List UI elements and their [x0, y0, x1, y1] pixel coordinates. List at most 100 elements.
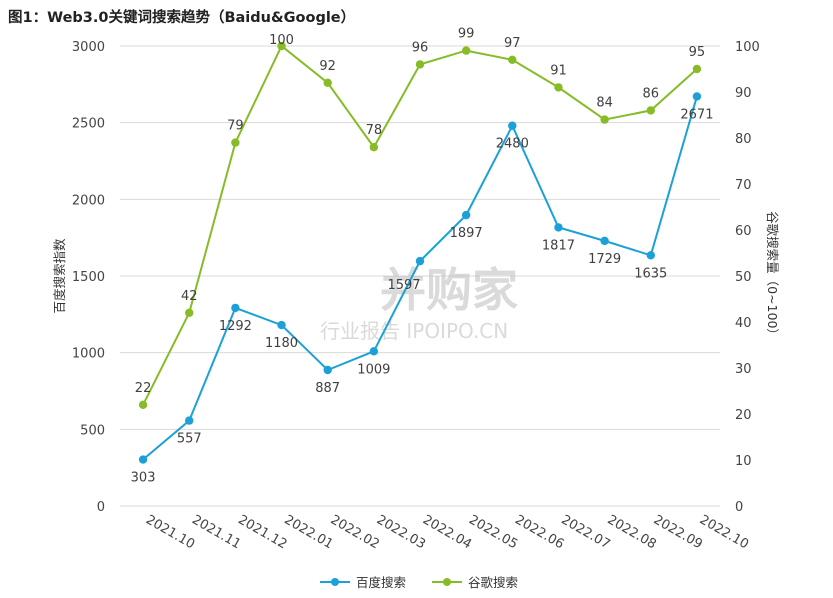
data-point [508, 121, 517, 130]
data-label: 1180 [265, 336, 298, 351]
data-label: 1635 [634, 266, 667, 281]
right-tick-label: 80 [735, 132, 752, 147]
x-tick-label: 2022.06 [512, 512, 566, 552]
data-label: 42 [181, 289, 198, 304]
data-label: 1817 [542, 238, 575, 253]
left-tick-label: 1500 [72, 270, 105, 285]
data-point [461, 210, 471, 220]
data-label: 96 [412, 40, 429, 55]
legend-swatch-marker [443, 578, 451, 586]
data-point [323, 365, 332, 375]
data-label: 100 [269, 33, 294, 48]
right-tick-label: 30 [735, 362, 752, 377]
data-label: 303 [131, 471, 156, 486]
x-tick-label: 2021.10 [143, 512, 197, 552]
data-label: 1729 [588, 252, 621, 267]
right-tick-label: 0 [735, 500, 743, 515]
data-label: 91 [550, 63, 567, 78]
x-tick-label: 2022.09 [651, 512, 705, 552]
watermark-brand: 并购家 [380, 263, 518, 317]
data-label: 22 [135, 381, 152, 396]
x-tick-label: 2022.10 [697, 512, 751, 552]
data-point [231, 138, 240, 147]
series-layer: 303 557 1292 1180 887 1009 1597 1897 2480 1817 172… [131, 27, 714, 486]
right-tick-label: 10 [735, 454, 752, 469]
data-point [138, 455, 148, 464]
x-tick-label: 2021.12 [235, 512, 289, 552]
data-label: 78 [366, 123, 383, 138]
left-tick-label: 500 [80, 423, 105, 438]
data-point [185, 416, 194, 425]
data-point [369, 143, 379, 152]
data-point [415, 256, 425, 266]
left-axis-ticks: 0 500 1000 1500 2000 2500 3000 [72, 40, 105, 515]
data-point [138, 400, 148, 409]
right-axis-title: 谷歌搜索量（0~100） [765, 211, 780, 341]
data-point [231, 303, 240, 313]
data-label: 1009 [357, 362, 390, 377]
right-tick-label: 100 [735, 40, 760, 55]
data-label: 887 [315, 381, 340, 396]
series-google: 22 42 79 100 92 78 96 99 97 91 84 86 95 [135, 27, 705, 409]
x-axis-ticks: 2021.102021.112021.122022.012022.022022.… [143, 512, 751, 552]
data-point [277, 41, 286, 51]
x-tick-label: 2022.03 [374, 512, 428, 552]
data-point [646, 251, 655, 260]
data-point [415, 60, 425, 69]
data-point [508, 55, 517, 64]
data-label: 95 [689, 45, 706, 60]
data-point [646, 106, 655, 115]
right-tick-label: 20 [735, 408, 752, 423]
data-point [461, 46, 471, 55]
right-tick-label: 60 [735, 224, 752, 239]
data-label: 1597 [387, 278, 420, 293]
left-tick-label: 0 [97, 500, 105, 515]
data-point [554, 223, 563, 232]
right-tick-label: 50 [735, 270, 752, 285]
x-tick-label: 2021.11 [189, 512, 243, 552]
grid-lines [120, 45, 720, 507]
left-tick-label: 2500 [72, 117, 105, 132]
data-label: 557 [177, 432, 202, 447]
data-label: 84 [596, 96, 613, 111]
data-point [323, 78, 332, 88]
x-tick-label: 2022.05 [466, 512, 520, 552]
x-tick-label: 2022.04 [420, 512, 474, 552]
data-point [692, 64, 702, 74]
left-tick-label: 3000 [72, 40, 105, 55]
data-point [277, 320, 286, 330]
x-tick-label: 2022.01 [282, 512, 336, 552]
data-point [600, 236, 609, 246]
data-point [692, 92, 702, 101]
right-tick-label: 40 [735, 316, 752, 331]
left-tick-label: 1000 [72, 347, 105, 362]
x-tick-label: 2022.08 [605, 512, 659, 552]
watermark-sub: 行业报告 IPOIPO.CN [320, 319, 508, 343]
series-line [142, 44, 698, 406]
data-label: 1897 [450, 226, 483, 241]
legend-item: 谷歌搜索 [432, 575, 518, 590]
data-point [185, 308, 194, 317]
x-tick-label: 2022.02 [328, 512, 382, 552]
right-tick-label: 70 [735, 178, 752, 193]
left-tick-label: 2000 [72, 193, 105, 208]
data-label: 97 [504, 36, 521, 51]
data-label: 79 [227, 119, 244, 134]
legend-item: 百度搜索 [320, 575, 406, 590]
chart-title: 图1：Web3.0关键词搜索趋势（Baidu&Google） [8, 10, 356, 26]
data-label: 86 [642, 86, 659, 101]
left-axis-title: 百度搜索指数 [52, 238, 67, 314]
data-label: 92 [319, 59, 336, 74]
legend-swatch-marker [331, 578, 339, 586]
data-label: 99 [458, 27, 475, 42]
data-point [369, 347, 379, 356]
right-tick-label: 90 [735, 86, 752, 101]
data-label: 1292 [219, 319, 252, 334]
legend-label: 谷歌搜索 [468, 575, 518, 590]
series-baidu: 303 557 1292 1180 887 1009 1597 1897 2480 1817 172… [131, 92, 713, 486]
data-label: 2480 [496, 137, 529, 152]
legend-label: 百度搜索 [356, 575, 406, 590]
watermark: 并购家 行业报告 IPOIPO.CN [320, 263, 518, 343]
data-label: 2671 [680, 107, 713, 122]
